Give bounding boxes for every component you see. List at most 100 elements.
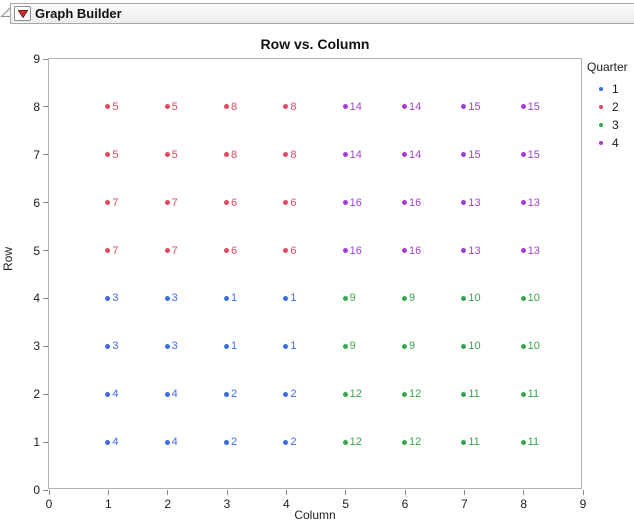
x-axis-label[interactable]: Column [294, 508, 336, 522]
point-marker [520, 439, 526, 445]
data-point[interactable]: 15 [461, 149, 481, 161]
data-point[interactable]: 7 [164, 197, 178, 209]
data-point[interactable]: 12 [342, 388, 362, 400]
data-point[interactable]: 2 [283, 388, 296, 400]
point-marker [342, 200, 348, 206]
data-point[interactable]: 15 [520, 101, 540, 113]
data-point[interactable]: 8 [283, 101, 296, 113]
y-axis-label[interactable]: Row [1, 246, 15, 272]
data-point[interactable]: 13 [520, 197, 540, 209]
data-point[interactable]: 5 [164, 149, 178, 161]
data-point[interactable]: 11 [520, 436, 540, 449]
data-point[interactable]: 4 [164, 388, 178, 400]
red-triangle-menu-button[interactable] [14, 6, 31, 21]
data-point[interactable]: 12 [342, 436, 362, 448]
data-point[interactable]: 10 [461, 292, 481, 304]
data-point[interactable]: 8 [224, 149, 237, 161]
data-point[interactable]: 12 [402, 436, 421, 448]
data-point[interactable]: 14 [342, 149, 362, 161]
outline-title: Graph Builder [35, 6, 122, 21]
point-marker [402, 295, 407, 301]
point-label: 13 [468, 244, 481, 257]
data-point[interactable]: 10 [461, 340, 481, 352]
data-point[interactable]: 6 [283, 197, 296, 209]
data-point[interactable]: 1 [224, 340, 237, 352]
data-point[interactable]: 2 [224, 388, 237, 400]
data-point[interactable]: 1 [283, 292, 296, 304]
data-point[interactable]: 15 [461, 101, 481, 113]
data-point[interactable]: 11 [520, 388, 539, 400]
legend-item[interactable]: 2 [587, 98, 633, 116]
point-label: 7 [171, 244, 178, 257]
data-point[interactable]: 16 [342, 245, 362, 257]
data-point[interactable]: 7 [164, 244, 178, 257]
point-marker [224, 248, 229, 254]
point-label: 13 [527, 244, 540, 257]
data-point[interactable]: 11 [461, 436, 480, 448]
y-tick [43, 202, 48, 204]
data-point[interactable]: 11 [461, 388, 480, 401]
data-point[interactable]: 8 [283, 149, 296, 161]
data-point[interactable]: 2 [283, 436, 296, 448]
data-point[interactable]: 7 [105, 245, 118, 257]
data-point[interactable]: 10 [520, 292, 540, 304]
point-marker [105, 152, 111, 158]
x-tick [167, 490, 169, 495]
data-point[interactable]: 3 [105, 292, 118, 304]
data-point[interactable]: 15 [520, 149, 540, 161]
legend-marker [599, 87, 603, 91]
x-tick [226, 490, 228, 495]
x-tick [107, 490, 109, 495]
data-point[interactable]: 13 [461, 197, 481, 209]
data-point[interactable]: 5 [105, 149, 118, 161]
legend-item-label: 3 [612, 118, 619, 132]
data-point[interactable]: 14 [402, 101, 421, 113]
data-point[interactable]: 3 [105, 340, 118, 352]
data-point[interactable]: 4 [164, 436, 178, 448]
data-point[interactable]: 12 [402, 388, 421, 400]
point-marker [105, 104, 111, 110]
point-label: 3 [112, 292, 119, 305]
data-point[interactable]: 16 [402, 197, 421, 209]
y-tick-label: 1 [33, 435, 40, 450]
data-point[interactable]: 9 [402, 340, 415, 352]
data-point[interactable]: 6 [283, 245, 296, 257]
legend-item[interactable]: 4 [587, 134, 633, 152]
data-point[interactable]: 10 [520, 340, 540, 352]
data-point[interactable]: 3 [164, 292, 178, 304]
data-point[interactable]: 6 [224, 245, 237, 257]
data-point[interactable]: 16 [342, 197, 362, 209]
data-point[interactable]: 7 [105, 197, 118, 209]
data-point[interactable]: 5 [105, 101, 118, 113]
data-point[interactable]: 13 [520, 244, 540, 257]
x-tick-label: 5 [342, 497, 349, 511]
point-label: 11 [468, 388, 480, 401]
point-marker [520, 248, 526, 254]
data-point[interactable]: 13 [461, 244, 481, 257]
data-point[interactable]: 1 [224, 292, 237, 304]
x-tick [345, 490, 347, 495]
data-point[interactable]: 9 [342, 292, 356, 304]
data-point[interactable]: 5 [164, 101, 178, 113]
legend-item[interactable]: 1 [587, 80, 633, 98]
data-point[interactable]: 16 [402, 245, 421, 257]
data-point[interactable]: 4 [105, 388, 118, 400]
y-tick [43, 154, 48, 156]
data-point[interactable]: 14 [342, 100, 362, 113]
data-point[interactable]: 9 [402, 292, 415, 304]
legend-item[interactable]: 3 [587, 116, 633, 134]
data-point[interactable]: 6 [224, 197, 237, 209]
data-point[interactable]: 1 [283, 340, 296, 352]
data-point[interactable]: 14 [402, 149, 421, 161]
point-label: 14 [349, 100, 362, 113]
data-point[interactable]: 3 [164, 340, 178, 352]
data-point[interactable]: 4 [105, 436, 118, 448]
point-marker [164, 391, 170, 397]
data-point[interactable]: 8 [224, 101, 237, 113]
data-point[interactable]: 2 [224, 436, 237, 448]
x-tick-label: 6 [401, 497, 409, 511]
point-label: 11 [527, 436, 540, 449]
data-point[interactable]: 9 [342, 340, 356, 352]
x-tick-label: 3 [223, 497, 231, 511]
